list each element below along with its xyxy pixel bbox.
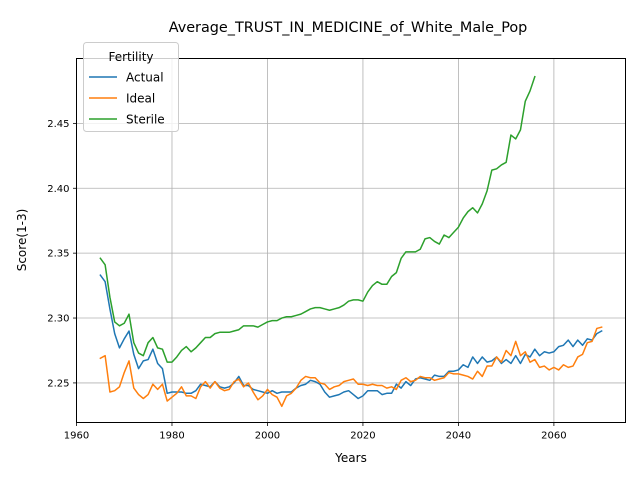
y-tick-label: 2.30 <box>47 314 69 325</box>
series-lines <box>99 75 603 408</box>
legend-label-actual: Actual <box>126 71 164 85</box>
x-axis-ticks: 1960 1980 2000 2020 2040 2060 <box>64 422 567 442</box>
series-line-ideal <box>99 326 603 408</box>
y-tick-label: 2.40 <box>47 184 69 195</box>
y-tick-label: 2.45 <box>47 119 69 130</box>
legend-label-ideal: Ideal <box>126 92 155 106</box>
series-line-sterile <box>99 75 536 363</box>
x-tick-label: 1980 <box>159 431 184 442</box>
x-tick-label: 2040 <box>446 431 471 442</box>
grid-lines <box>76 58 626 423</box>
x-axis-label: Years <box>334 451 367 465</box>
x-tick-label: 2060 <box>541 431 566 442</box>
y-axis-ticks: 2.25 2.30 2.35 2.40 2.45 <box>47 119 77 389</box>
legend-title: Fertility <box>108 50 153 64</box>
x-tick-label: 2000 <box>255 431 280 442</box>
legend: Fertility Actual Ideal Sterile <box>83 42 179 132</box>
x-tick-label: 2020 <box>350 431 375 442</box>
legend-label-sterile: Sterile <box>126 113 165 127</box>
x-tick-label: 1960 <box>64 431 89 442</box>
plot-area: 1960 1980 2000 2020 2040 2060 2.25 2.30 2.35 2.4… <box>47 58 626 442</box>
y-tick-label: 2.35 <box>47 249 69 260</box>
y-axis-label: Score(1-3) <box>15 209 29 272</box>
axes-frame <box>76 58 626 423</box>
y-tick-label: 2.25 <box>47 378 69 389</box>
legend-items: Actual Ideal Sterile <box>89 71 165 127</box>
chart-title: Average_TRUST_IN_MEDICINE_of_White_Male_… <box>169 20 528 36</box>
legend-box <box>83 42 179 132</box>
